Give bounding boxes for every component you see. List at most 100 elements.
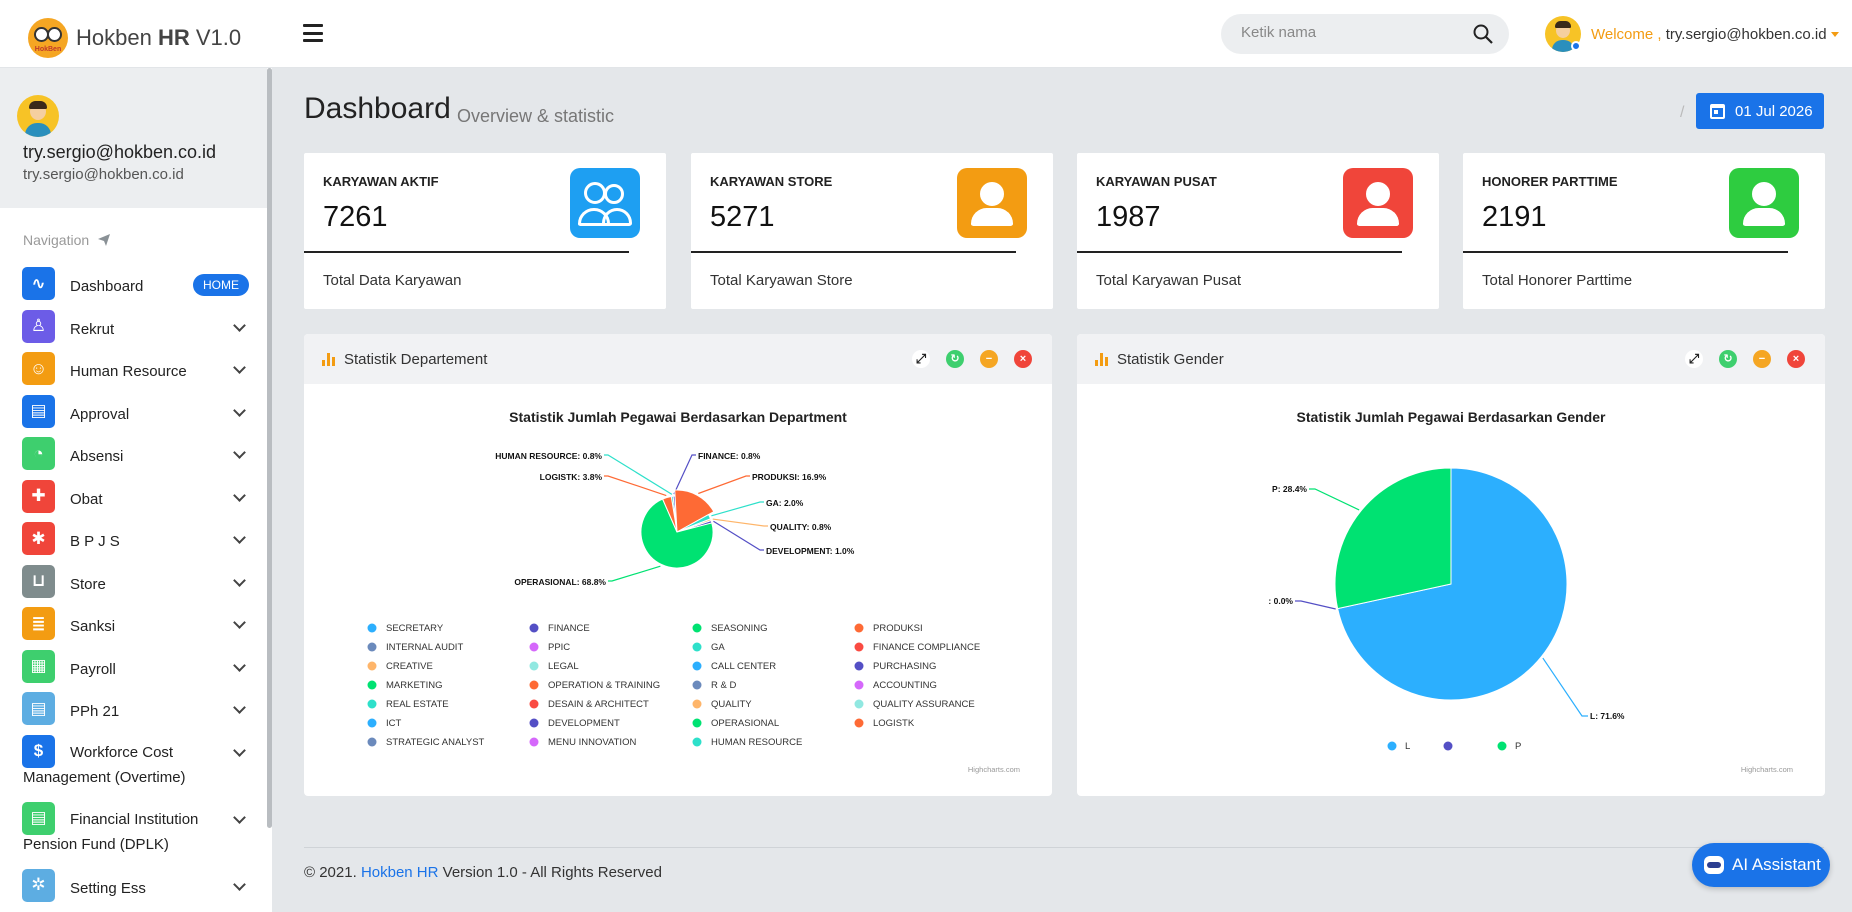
legend-marker	[692, 680, 702, 690]
legend-item[interactable]: HUMAN RESOURCE	[711, 737, 802, 748]
sidebar-item-b-p-j-s[interactable]: ✱ B P J S	[0, 519, 267, 562]
sidebar-item-sanksi[interactable]: ≣ Sanksi	[0, 604, 267, 647]
sidebar-item-financial-institution-pension-fund-dplk[interactable]: ▤ Financial Institution Pension Fund (DPL…	[0, 799, 267, 866]
chevron-down-icon[interactable]	[233, 616, 246, 629]
legend-item[interactable]: PRODUKSI	[873, 623, 923, 634]
legend-item[interactable]: STRATEGIC ANALYST	[386, 737, 485, 748]
legend-item[interactable]: R & D	[711, 680, 736, 691]
legend-marker	[854, 699, 864, 709]
chevron-down-icon[interactable]	[233, 877, 246, 891]
ai-assistant-button[interactable]: AI Assistant	[1692, 843, 1830, 887]
sidebar-item-workforce-cost-management-overtime[interactable]: $ Workforce Cost Management (Overtime)	[0, 732, 267, 799]
chevron-down-icon[interactable]	[233, 318, 246, 332]
sidebar-scrollbar[interactable]	[267, 68, 272, 828]
data-label: HUMAN RESOURCE: 0.8%	[495, 451, 602, 461]
sidebar-item-human-resource[interactable]: ☺ Human Resource	[0, 349, 267, 392]
collapse-icon[interactable]: −	[1753, 350, 1771, 368]
legend-marker	[367, 680, 377, 690]
sidebar-item-dashboard[interactable]: ∿ Dashboard HOME	[0, 264, 267, 307]
legend-item[interactable]: OPERASIONAL	[711, 718, 779, 729]
chart-credit[interactable]: Highcharts.com	[1741, 765, 1793, 774]
legend-item[interactable]: SEASONING	[711, 623, 768, 634]
legend-item[interactable]: GA	[711, 642, 725, 653]
sidebar-item-pph-21[interactable]: ▤ PPh 21	[0, 689, 267, 732]
legend-item[interactable]: CALL CENTER	[711, 661, 776, 672]
brand[interactable]: HokBen Hokben HR V1.0	[28, 18, 241, 58]
stat-footer: Total Honorer Parttime	[1482, 272, 1633, 289]
chevron-down-icon[interactable]	[233, 743, 246, 757]
connector-line	[673, 454, 696, 495]
chevron-down-icon[interactable]	[233, 531, 246, 544]
pie-slice-produksi[interactable]	[674, 489, 715, 533]
sidebar-item-rekrut[interactable]: ♙ Rekrut	[0, 307, 267, 350]
reload-icon[interactable]: ↻	[1719, 350, 1737, 368]
legend-item[interactable]: LOGISTK	[873, 718, 915, 729]
chevron-down-icon[interactable]	[233, 403, 246, 417]
pie-slice-p[interactable]	[1334, 467, 1452, 610]
sidebar-item-label: Dashboard	[70, 278, 144, 295]
chevron-down-icon[interactable]	[233, 361, 246, 374]
chevron-down-icon[interactable]	[233, 446, 246, 459]
legend-item[interactable]: QUALITY ASSURANCE	[873, 699, 975, 710]
legend-item[interactable]: ACCOUNTING	[873, 680, 937, 691]
chevron-down-icon[interactable]	[233, 701, 246, 714]
stat-value: 5271	[710, 201, 775, 233]
expand-icon[interactable]: ⤢	[1685, 350, 1703, 368]
chart-credit[interactable]: Highcharts.com	[968, 765, 1020, 774]
legend-item[interactable]: SECRETARY	[386, 623, 444, 634]
sidebar-item-approval[interactable]: ▤ Approval	[0, 392, 267, 435]
pie-slice-logistk[interactable]	[661, 495, 678, 533]
legend-item[interactable]: PPIC	[548, 642, 570, 653]
users-icon	[570, 168, 640, 238]
footer-brand-link[interactable]: Hokben HR	[360, 864, 439, 881]
search-icon[interactable]	[1473, 24, 1493, 44]
sidebar-item-obat[interactable]: ✚ Obat	[0, 477, 267, 520]
department-panel: Statistik Departement ⤢ ↻ − × Statistik …	[304, 334, 1052, 796]
legend-item[interactable]: MARKETING	[386, 680, 442, 691]
sidebar-item-setting-ess[interactable]: ✲ Setting Ess	[0, 866, 267, 909]
caret-down-icon	[1830, 32, 1839, 38]
legend-item[interactable]: LEGAL	[548, 661, 579, 672]
chevron-down-icon[interactable]	[233, 488, 246, 502]
legend-item[interactable]: REAL ESTATE	[386, 699, 449, 710]
legend-marker	[367, 718, 377, 728]
legend-item[interactable]: DEVELOPMENT	[548, 718, 620, 729]
legend-item[interactable]: QUALITY	[711, 699, 752, 710]
legend-item[interactable]: FINANCE	[548, 623, 590, 634]
pie-slice-l[interactable]	[1337, 467, 1568, 701]
search-input[interactable]	[1241, 24, 1461, 41]
bar-chart-icon	[322, 353, 336, 366]
date-button[interactable]: 01 Jul 2026	[1696, 93, 1824, 129]
search-box	[1221, 14, 1509, 54]
chevron-down-icon[interactable]	[233, 573, 246, 587]
chevron-down-icon[interactable]	[233, 810, 246, 824]
sidebar-item-store[interactable]: ⊔ Store	[0, 562, 267, 605]
collapse-icon[interactable]: −	[980, 350, 998, 368]
legend-marker	[854, 718, 864, 728]
legend-item[interactable]: ICT	[386, 718, 402, 729]
legend-item[interactable]: INTERNAL AUDIT	[386, 642, 463, 653]
user-menu[interactable]: Welcome , try.sergio@hokben.co.id	[1545, 16, 1839, 52]
menu-toggle-icon[interactable]	[303, 24, 323, 42]
brand-title: Hokben HR V1.0	[76, 25, 241, 51]
legend-item[interactable]: DESAIN & ARCHITECT	[548, 699, 649, 710]
home-badge: HOME	[193, 274, 249, 296]
legend-item[interactable]: CREATIVE	[386, 661, 433, 672]
sidebar-item-payroll[interactable]: ▦ Payroll	[0, 647, 267, 690]
legend-item[interactable]: OPERATION & TRAINING	[548, 680, 660, 691]
expand-icon[interactable]: ⤢	[912, 350, 930, 368]
close-icon[interactable]: ×	[1014, 350, 1032, 368]
department-pie-chart: Statistik Jumlah Pegawai Berdasarkan Dep…	[367, 409, 1020, 774]
reload-icon[interactable]: ↻	[946, 350, 964, 368]
legend-item[interactable]: PURCHASING	[873, 661, 936, 672]
user-icon	[957, 168, 1027, 238]
sidebar-item-absensi[interactable]: ◔ Absensi	[0, 434, 267, 477]
legend-item[interactable]: FINANCE COMPLIANCE	[873, 642, 980, 653]
close-icon[interactable]: ×	[1787, 350, 1805, 368]
legend-item[interactable]: L	[1405, 741, 1410, 752]
pie-slice-operasional[interactable]	[640, 498, 714, 569]
stat-footer: Total Karyawan Pusat	[1096, 272, 1242, 289]
chevron-down-icon[interactable]	[233, 658, 246, 672]
legend-item[interactable]: P	[1515, 741, 1521, 752]
legend-item[interactable]: MENU INNOVATION	[548, 737, 636, 748]
